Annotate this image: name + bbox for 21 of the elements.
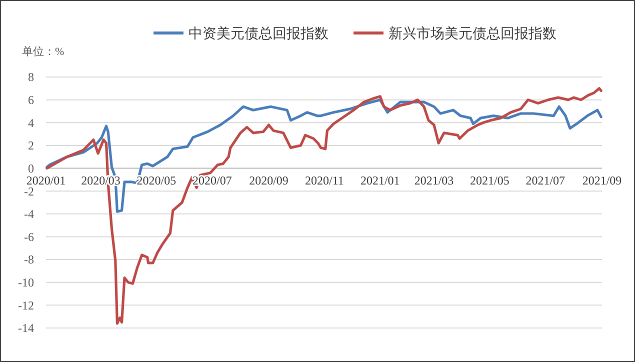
- y-tick-label: 6: [28, 93, 34, 108]
- x-tick-label: 2021/05: [470, 173, 510, 188]
- x-tick-label: 2020/11: [305, 173, 344, 188]
- legend-label: 新兴市场美元债总回报指数: [388, 26, 556, 42]
- y-tick-label: 4: [28, 116, 34, 130]
- y-tick-label: -6: [24, 230, 34, 244]
- y-axis-title: 单位：%: [22, 45, 64, 58]
- x-tick-label: 2020/09: [249, 173, 288, 188]
- y-tick-label: 8: [28, 70, 34, 84]
- y-tick-label: -12: [18, 298, 34, 312]
- x-tick-label: 2021/09: [582, 173, 622, 188]
- y-tick-label: -8: [24, 252, 34, 267]
- y-tick-label: -14: [18, 321, 34, 336]
- legend-label: 中资美元债总回报指数: [188, 26, 328, 42]
- y-tick-label: 2: [28, 138, 34, 153]
- y-tick-label: 0: [28, 161, 34, 176]
- x-tick-label: 2021/07: [526, 173, 566, 188]
- x-tick-label: 2021/03: [414, 173, 454, 188]
- y-tick-label: -10: [18, 276, 34, 290]
- x-tick-label: 2021/01: [360, 173, 400, 188]
- y-tick-label: -4: [24, 207, 34, 222]
